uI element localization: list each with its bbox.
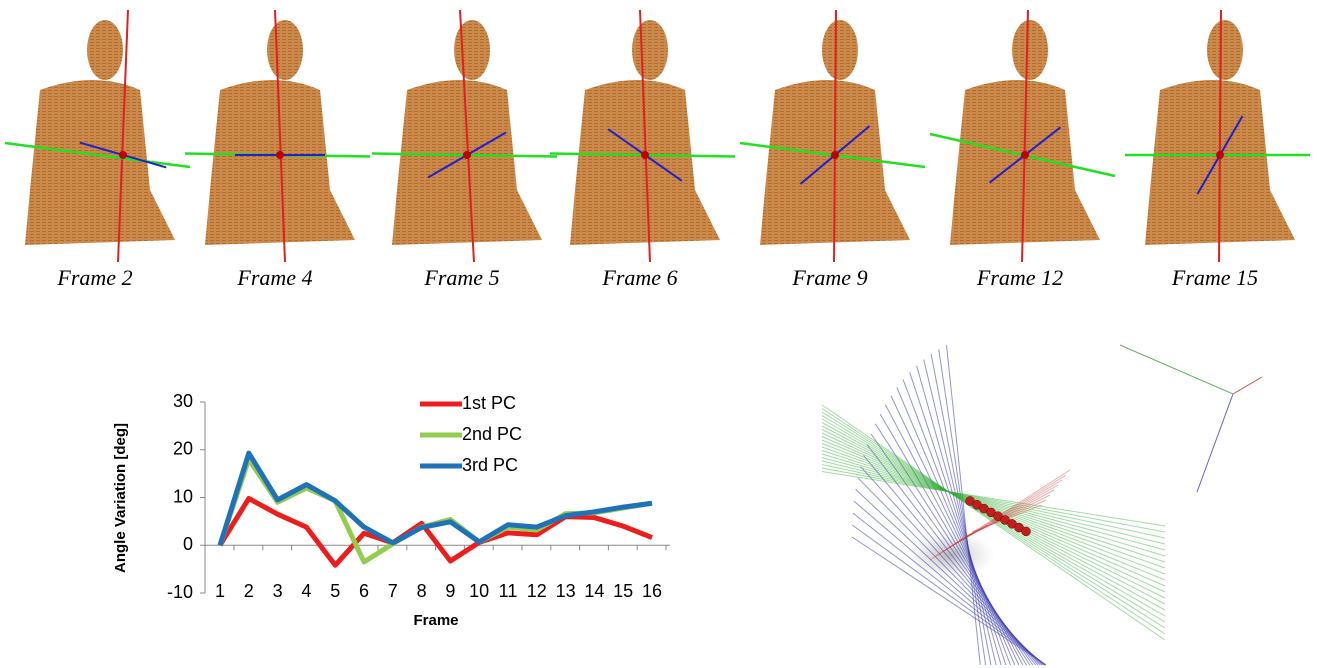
head: [632, 20, 668, 80]
body: [392, 80, 542, 245]
frame-caption: Frame 15: [1171, 265, 1258, 290]
head: [454, 20, 490, 80]
centroid: [641, 151, 649, 159]
x-tick-label: 2: [244, 581, 254, 601]
frame-caption: Frame 5: [423, 265, 499, 290]
y-tick-label: 10: [173, 486, 193, 506]
x-tick-label: 16: [642, 581, 662, 601]
y-tick-label: 20: [173, 439, 193, 459]
head: [1012, 20, 1048, 80]
x-tick-label: 12: [527, 581, 547, 601]
x-tick-label: 13: [556, 581, 576, 601]
frame-caption: Frame 4: [236, 265, 312, 290]
centroid: [1022, 527, 1031, 536]
x-tick-label: 1: [215, 581, 225, 601]
page: Frame 2 Frame 4 Frame 5 Frame 6 Frame 9 Frame…: [0, 0, 1317, 668]
head: [1207, 20, 1243, 80]
point-cloud: [740, 10, 925, 262]
centroid: [463, 151, 471, 159]
x-tick-label: 6: [359, 581, 369, 601]
point-cloud: [372, 10, 557, 262]
x-tick-label: 8: [417, 581, 427, 601]
centroid: [119, 151, 127, 159]
body: [205, 80, 355, 245]
body: [570, 80, 720, 245]
y-tick-label: 30: [173, 391, 193, 411]
green-axis: [822, 465, 1165, 539]
y-tick-label: 0: [183, 534, 193, 554]
y-tick-label: -10: [167, 582, 193, 602]
ref-axis-z: [1197, 394, 1233, 492]
x-tick-label: 15: [613, 581, 633, 601]
point-cloud: [5, 10, 190, 262]
ref-axis-x: [1233, 377, 1262, 394]
head: [267, 20, 303, 80]
pca-3d-plot: [822, 345, 1262, 665]
centroid: [1216, 151, 1224, 159]
frame-caption: Frame 6: [601, 265, 677, 290]
frame-panels: Frame 2 Frame 4 Frame 5 Frame 6 Frame 9 Frame…: [5, 10, 1310, 290]
x-tick-label: 3: [273, 581, 283, 601]
legend-label: 1st PC: [462, 393, 516, 413]
figure: Frame 2 Frame 4 Frame 5 Frame 6 Frame 9 Frame…: [0, 0, 1317, 668]
ref-axes: [1120, 345, 1262, 394]
x-tick-label: 10: [469, 581, 489, 601]
head: [822, 20, 858, 80]
frame-caption: Frame 2: [56, 265, 132, 290]
x-axis-title: Frame: [413, 612, 458, 629]
series-line: [220, 498, 652, 565]
head: [87, 20, 123, 80]
point-cloud: [1125, 10, 1310, 262]
centroid: [1021, 151, 1029, 159]
point-cloud: [930, 10, 1115, 262]
legend-label: 2nd PC: [462, 424, 522, 444]
x-tick-label: 4: [301, 581, 311, 601]
point-cloud: [185, 10, 370, 262]
frame-caption: Frame 12: [976, 265, 1063, 290]
x-tick-label: 9: [445, 581, 455, 601]
x-tick-label: 11: [499, 581, 518, 601]
green-axis: [822, 458, 1165, 551]
centroid: [831, 151, 839, 159]
x-tick-label: 5: [330, 581, 340, 601]
frame-caption: Frame 9: [791, 265, 867, 290]
centroid: [276, 151, 284, 159]
y-axis-title: Angle Variation [deg]: [112, 423, 129, 573]
x-tick-label: 7: [388, 581, 398, 601]
x-tick-label: 14: [584, 581, 604, 601]
point-cloud: [550, 10, 735, 262]
green-axis: [822, 461, 1165, 544]
legend-label: 3rd PC: [462, 455, 518, 475]
